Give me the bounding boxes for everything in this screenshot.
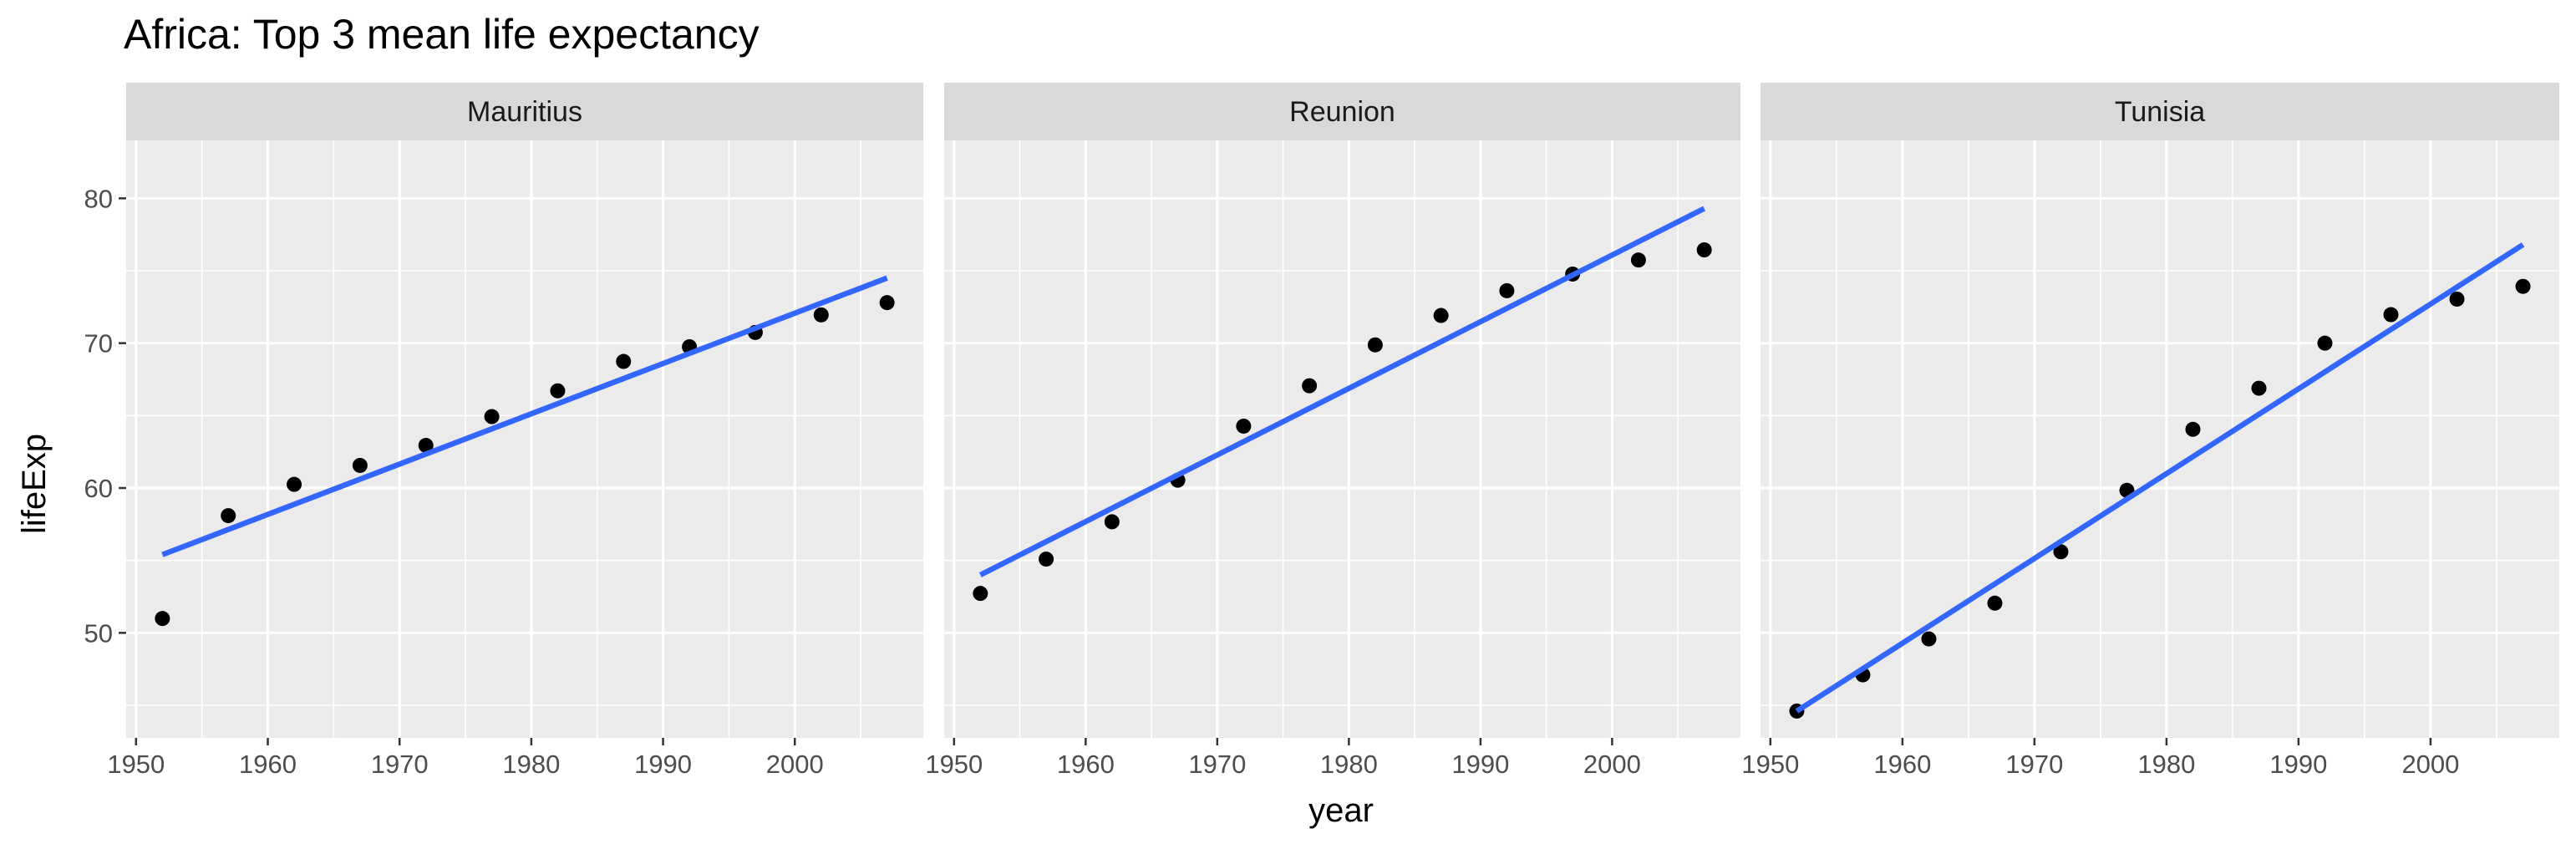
data-point bbox=[2251, 380, 2267, 396]
x-tick-label: 2000 bbox=[1583, 750, 1641, 779]
facet-strip bbox=[944, 83, 1740, 140]
data-point bbox=[1433, 308, 1449, 323]
x-tick-label: 1980 bbox=[1320, 750, 1378, 779]
y-tick-label: 80 bbox=[84, 184, 113, 213]
data-point bbox=[879, 295, 895, 311]
x-tick-label: 1990 bbox=[634, 750, 692, 779]
x-tick-label: 1950 bbox=[1741, 750, 1799, 779]
data-point bbox=[418, 438, 434, 454]
data-point bbox=[1630, 252, 1646, 268]
x-tick-label: 1950 bbox=[925, 750, 983, 779]
data-point bbox=[1104, 514, 1120, 530]
x-tick-label: 1950 bbox=[107, 750, 165, 779]
facet-panel-mauritius: Mauritius 1950 1960 1970 1980 1990 2000 bbox=[107, 83, 923, 779]
fit-line bbox=[978, 206, 1706, 577]
x-axis-title: year bbox=[1308, 792, 1374, 829]
data-point bbox=[2383, 307, 2399, 323]
x-tick-label: 1970 bbox=[371, 750, 429, 779]
facet-strip bbox=[1761, 83, 2559, 140]
fit-line bbox=[1795, 242, 2525, 714]
facet-panel-tunisia: Tunisia 1950 1960 1970 1980 1990 2000 bbox=[1741, 83, 2559, 779]
x-tick-label: 1980 bbox=[502, 750, 560, 779]
facet-strip-label: Tunisia bbox=[2115, 96, 2205, 128]
x-tick-label: 2000 bbox=[766, 750, 824, 779]
x-tick-label: 1970 bbox=[1188, 750, 1246, 779]
data-point bbox=[1921, 631, 1937, 647]
facet-strip-label: Reunion bbox=[1289, 96, 1395, 128]
y-tick-label: 60 bbox=[84, 474, 113, 503]
x-tick-label: 2000 bbox=[2401, 750, 2459, 779]
data-point bbox=[2449, 291, 2465, 307]
data-point bbox=[1987, 595, 2003, 611]
data-point bbox=[1302, 378, 1318, 394]
chart-title: Africa: Top 3 mean life expectancy bbox=[124, 11, 760, 58]
data-point bbox=[287, 476, 302, 492]
data-point bbox=[221, 508, 236, 524]
data-point bbox=[813, 307, 829, 323]
y-axis: 50 60 70 80 bbox=[84, 184, 126, 648]
data-point bbox=[1499, 282, 1515, 298]
data-point bbox=[1367, 337, 1383, 353]
panel-background bbox=[1761, 140, 2559, 738]
data-point bbox=[2185, 421, 2201, 437]
data-point bbox=[155, 611, 170, 627]
data-point bbox=[1236, 418, 1252, 434]
x-tick-label: 1960 bbox=[239, 750, 297, 779]
data-point bbox=[973, 586, 988, 602]
y-axis-title: lifeExp bbox=[16, 434, 53, 534]
facet-strip-label: Mauritius bbox=[467, 96, 582, 128]
y-tick-label: 50 bbox=[84, 618, 113, 648]
data-point bbox=[616, 353, 632, 369]
data-point bbox=[550, 383, 566, 399]
data-point bbox=[1039, 552, 1054, 567]
facet-panel-reunion: Reunion 1950 1960 1970 1980 1990 2000 bbox=[925, 83, 1740, 779]
panel-background bbox=[944, 140, 1740, 738]
fit-line bbox=[161, 275, 888, 557]
y-tick-label: 70 bbox=[84, 329, 113, 358]
data-point bbox=[352, 457, 368, 473]
data-point bbox=[2053, 544, 2069, 560]
x-tick-label: 1970 bbox=[2005, 750, 2063, 779]
x-tick-label: 1960 bbox=[1873, 750, 1931, 779]
x-tick-label: 1990 bbox=[2269, 750, 2327, 779]
data-point bbox=[2515, 278, 2531, 294]
data-point bbox=[484, 409, 500, 424]
data-point bbox=[2317, 335, 2333, 351]
data-point bbox=[1696, 242, 1712, 258]
x-tick-label: 1980 bbox=[2137, 750, 2195, 779]
panel-background bbox=[126, 140, 923, 738]
x-tick-label: 1990 bbox=[1451, 750, 1509, 779]
facet-strip bbox=[126, 83, 923, 140]
x-tick-label: 1960 bbox=[1057, 750, 1115, 779]
